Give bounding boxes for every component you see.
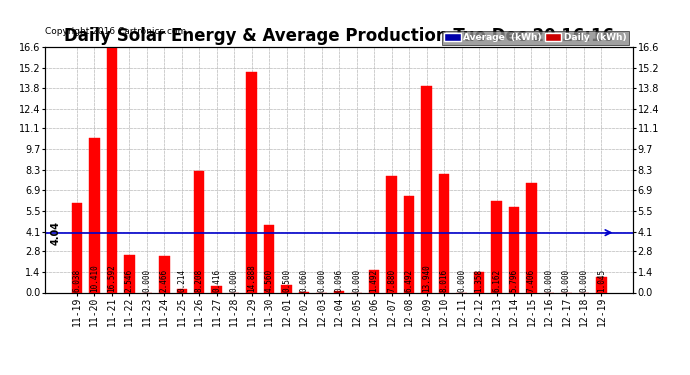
Text: 10.410: 10.410: [90, 264, 99, 292]
Text: 0.096: 0.096: [335, 268, 344, 292]
Bar: [124, 255, 135, 292]
Text: 1.492: 1.492: [370, 268, 379, 292]
Bar: [159, 256, 170, 292]
Text: 0.000: 0.000: [142, 269, 151, 292]
Bar: [212, 286, 222, 292]
Text: 8.208: 8.208: [195, 268, 204, 292]
Text: 2.466: 2.466: [160, 268, 169, 292]
Text: 0.000: 0.000: [352, 269, 361, 292]
Text: 8.016: 8.016: [440, 268, 449, 292]
Text: 4.04: 4.04: [51, 220, 61, 245]
Text: 0.060: 0.060: [299, 268, 308, 292]
Bar: [106, 47, 117, 292]
Legend: Average  (kWh), Daily  (kWh): Average (kWh), Daily (kWh): [442, 30, 629, 45]
Bar: [89, 138, 99, 292]
Text: 0.000: 0.000: [562, 269, 571, 292]
Text: 4.560: 4.560: [265, 268, 274, 292]
Text: 1.045: 1.045: [597, 268, 606, 292]
Bar: [596, 277, 607, 292]
Bar: [386, 176, 397, 292]
Bar: [194, 171, 204, 292]
Text: 13.940: 13.940: [422, 264, 431, 292]
Text: 6.038: 6.038: [72, 268, 81, 292]
Bar: [334, 291, 344, 292]
Text: 1.358: 1.358: [475, 268, 484, 292]
Text: 2.546: 2.546: [125, 268, 134, 292]
Text: Copyright 2016 Cartronics.com: Copyright 2016 Cartronics.com: [45, 27, 186, 36]
Bar: [439, 174, 449, 292]
Bar: [282, 285, 292, 292]
Text: 0.000: 0.000: [230, 269, 239, 292]
Text: 0.000: 0.000: [580, 269, 589, 292]
Text: 0.000: 0.000: [457, 269, 466, 292]
Bar: [526, 183, 537, 292]
Bar: [509, 207, 520, 292]
Text: 16.592: 16.592: [108, 264, 117, 292]
Text: 7.406: 7.406: [527, 268, 536, 292]
Text: 5.796: 5.796: [509, 268, 518, 292]
Bar: [246, 72, 257, 292]
Text: 7.880: 7.880: [387, 268, 396, 292]
Bar: [264, 225, 275, 292]
Bar: [72, 203, 82, 292]
Bar: [369, 270, 380, 292]
Bar: [422, 86, 432, 292]
Bar: [404, 196, 414, 292]
Bar: [491, 201, 502, 292]
Text: 0.000: 0.000: [317, 269, 326, 292]
Title: Daily Solar Energy & Average Production Tue Dec 20 16:16: Daily Solar Energy & Average Production …: [64, 27, 614, 45]
Bar: [177, 290, 187, 292]
Bar: [474, 272, 484, 292]
Text: 6.162: 6.162: [492, 268, 501, 292]
Text: 6.492: 6.492: [404, 268, 413, 292]
Text: 0.214: 0.214: [177, 268, 186, 292]
Text: 0.500: 0.500: [282, 268, 291, 292]
Text: 0.000: 0.000: [544, 269, 553, 292]
Text: 14.888: 14.888: [247, 264, 256, 292]
Text: 0.416: 0.416: [213, 268, 221, 292]
